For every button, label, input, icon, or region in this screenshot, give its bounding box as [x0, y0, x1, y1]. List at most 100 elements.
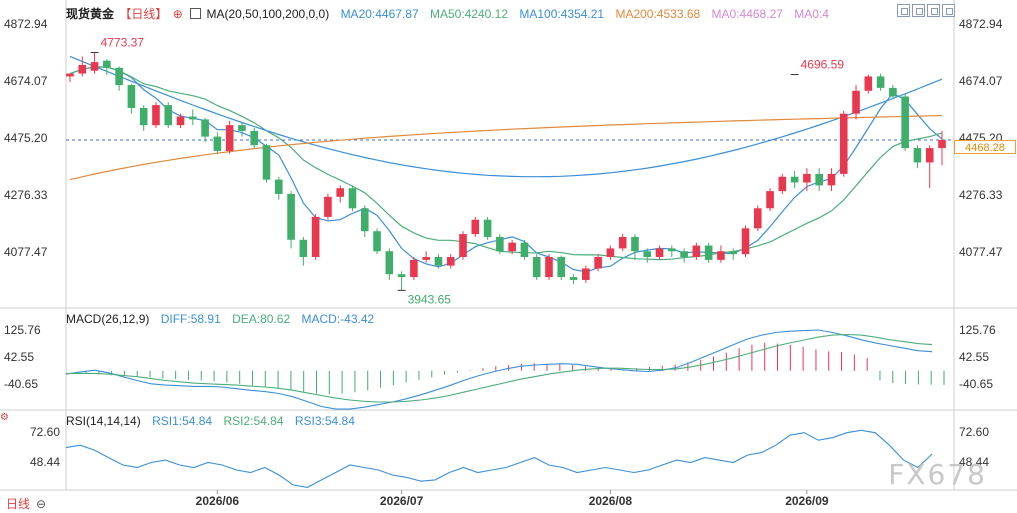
- rsi1-value: RSI1:54.84: [152, 414, 213, 428]
- ma0-second-value: MA0:4: [794, 7, 829, 21]
- candle-up: [410, 259, 418, 278]
- candle-down: [385, 251, 394, 275]
- time-tick-label: 2026/09: [785, 494, 829, 508]
- candle-down: [201, 119, 209, 137]
- candle-down: [274, 179, 283, 194]
- ma200-line: [69, 115, 943, 181]
- candle-down: [643, 251, 652, 258]
- candle-down: [262, 145, 271, 180]
- extreme-value-label: 4773.37: [101, 36, 145, 50]
- candle-down: [287, 193, 295, 240]
- candle-up: [717, 251, 725, 260]
- extreme-value-label: 3943.65: [408, 292, 452, 306]
- price-tick-label-right: 4872.94: [959, 17, 1003, 31]
- rsi-tick-label-left: 48.44: [30, 455, 60, 469]
- fit-icon[interactable]: [897, 4, 910, 17]
- rsi-tick-label-right: 72.60: [959, 425, 989, 439]
- candle-down: [680, 251, 688, 258]
- instrument-name: 现货黄金: [66, 7, 115, 21]
- price-tick-label-right: 4674.07: [959, 74, 1003, 88]
- rsi-title: RSI(14,14,14): [66, 414, 141, 428]
- macd-diff-value: DIFF:58.91: [160, 312, 221, 326]
- candle-down: [360, 208, 369, 232]
- ma50-value: MA50:4240.12: [429, 7, 509, 21]
- period-selector[interactable]: 【日线】: [119, 7, 168, 21]
- macd-dea-value: DEA:80.62: [232, 312, 291, 326]
- ma20-value: MA20:4467.87: [340, 7, 419, 21]
- candle-down: [520, 242, 529, 258]
- candle-up: [582, 268, 590, 280]
- candle-down: [115, 67, 123, 86]
- candle-up: [324, 196, 332, 217]
- rsi-legend: RSI(14,14,14) RSI1:54.84 RSI2:54.84 RSI3…: [66, 414, 363, 428]
- candle-down: [876, 76, 885, 88]
- time-tick-label: 2026/06: [196, 494, 240, 508]
- candle-up: [606, 248, 615, 258]
- candle-down: [139, 107, 148, 126]
- candle-up: [422, 257, 430, 260]
- candle-down: [889, 87, 897, 97]
- time-tick-label: 2026/07: [380, 494, 424, 508]
- candle-up: [618, 236, 627, 249]
- close-icon[interactable]: [942, 4, 955, 17]
- compress-icon[interactable]: [912, 4, 925, 17]
- candle-down: [189, 116, 197, 120]
- candle-up: [655, 248, 664, 258]
- price-tick-label-right: 4276.33: [959, 188, 1003, 202]
- bottom-period-label[interactable]: 日线 ⊖: [6, 497, 47, 511]
- candle-down: [901, 96, 909, 149]
- candle-up: [66, 73, 74, 77]
- rsi3-value: RSI3:54.84: [294, 414, 355, 428]
- rsi-line: [65, 429, 933, 488]
- macd-tick-label-right: 125.76: [959, 323, 996, 337]
- candle-up: [336, 188, 344, 197]
- candle-down: [815, 173, 823, 186]
- candle-down: [299, 239, 308, 258]
- price-legend: 现货黄金 【日线】 ⊕ MA(20,50,100,200,0,0) MA20:4…: [66, 5, 837, 22]
- candle-up: [864, 76, 873, 91]
- macd-title: MACD(26,12,9): [66, 312, 150, 326]
- candle-up: [839, 113, 848, 174]
- ma-spec: MA(20,50,100,200,0,0): [206, 7, 330, 21]
- ma50-line: [69, 66, 943, 261]
- maximize-icon[interactable]: [927, 4, 940, 17]
- macd-tick-label-left: -40.65: [4, 377, 38, 391]
- candle-up: [311, 216, 320, 258]
- current-price-tag: 4468.28: [954, 140, 1016, 154]
- candle-up: [827, 173, 836, 186]
- macd-legend: MACD(26,12,9) DIFF:58.91 DEA:80.62 MACD:…: [66, 312, 382, 326]
- price-tick-label-left: 4276.33: [4, 188, 48, 202]
- candle-up: [938, 139, 946, 149]
- macd-value: MACD:-43.42: [301, 312, 375, 326]
- price-tick-label-right: 4077.47: [959, 245, 1003, 259]
- candle-up: [225, 125, 234, 151]
- ma100-value: MA100:4354.21: [519, 7, 605, 21]
- candle-down: [569, 277, 578, 280]
- time-tick-label: 2026/08: [589, 494, 633, 508]
- watermark-logo: FX678: [888, 458, 987, 491]
- candle-up: [778, 176, 787, 192]
- circle-plus-icon[interactable]: ⊕: [172, 7, 183, 21]
- candle-up: [803, 173, 811, 183]
- candle-down: [238, 125, 246, 131]
- macd-tick-label-left: 42.55: [4, 350, 34, 364]
- candle-up: [90, 62, 99, 71]
- candle-up: [508, 242, 516, 252]
- candle-down: [913, 148, 922, 163]
- price-tick-label-left: 4077.47: [4, 245, 48, 259]
- candle-down: [434, 257, 443, 266]
- candle-down: [348, 188, 357, 209]
- candle-up: [471, 219, 480, 235]
- chart-toggle-icon[interactable]: [190, 8, 202, 19]
- macd-diff-line: [65, 329, 933, 410]
- rsi-tick-label-left: 72.60: [30, 425, 60, 439]
- candle-down: [164, 105, 173, 126]
- candle-up: [852, 90, 860, 114]
- candle-down: [496, 236, 504, 252]
- candle-down: [213, 136, 222, 151]
- ma100-line: [69, 55, 943, 178]
- macd-dea-line: [66, 333, 933, 403]
- candle-up: [446, 257, 455, 266]
- extreme-value-label: 4696.59: [801, 58, 845, 72]
